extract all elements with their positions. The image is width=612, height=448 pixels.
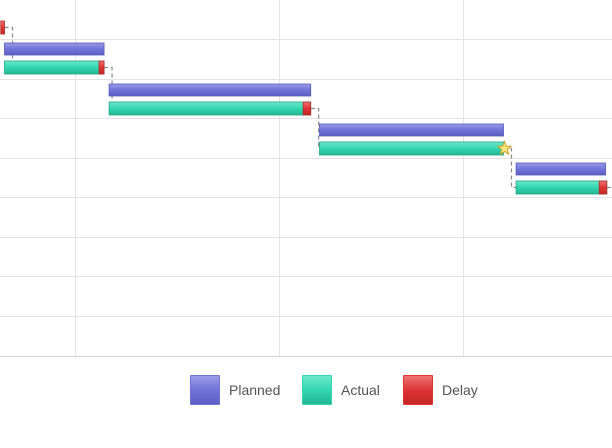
delay-bar[interactable] [302,101,312,116]
planned-bar[interactable] [515,162,606,176]
actual-bar[interactable] [4,60,105,75]
planned-bar[interactable] [319,123,504,137]
milestone-star-icon[interactable] [496,140,513,156]
actual-bar[interactable] [108,101,312,116]
grid [0,0,612,357]
gantt-chart [0,0,612,357]
legend-item-delay[interactable]: Delay [403,374,478,406]
legend-label-planned: Planned [229,382,281,398]
delay-bar[interactable] [598,180,608,195]
actual-bar[interactable] [319,141,504,156]
legend-label-actual: Actual [341,382,380,398]
legend: Planned Actual Delay [0,374,612,408]
legend-label-delay: Delay [442,382,478,398]
legend-item-actual[interactable]: Actual [302,374,380,406]
planned-bar[interactable] [4,42,105,56]
task-bars [0,20,608,195]
planned-bar[interactable] [108,83,312,97]
delay-bar[interactable] [98,60,105,75]
dependency-line [606,186,612,189]
delay-bar[interactable] [0,20,5,35]
dependency-line [503,147,517,189]
legend-swatch-planned [190,375,220,405]
legend-item-planned[interactable]: Planned [190,374,280,406]
legend-swatch-delay [403,375,433,405]
legend-swatch-actual [302,375,332,405]
dependency-line [310,107,320,150]
actual-bar[interactable] [515,180,608,195]
